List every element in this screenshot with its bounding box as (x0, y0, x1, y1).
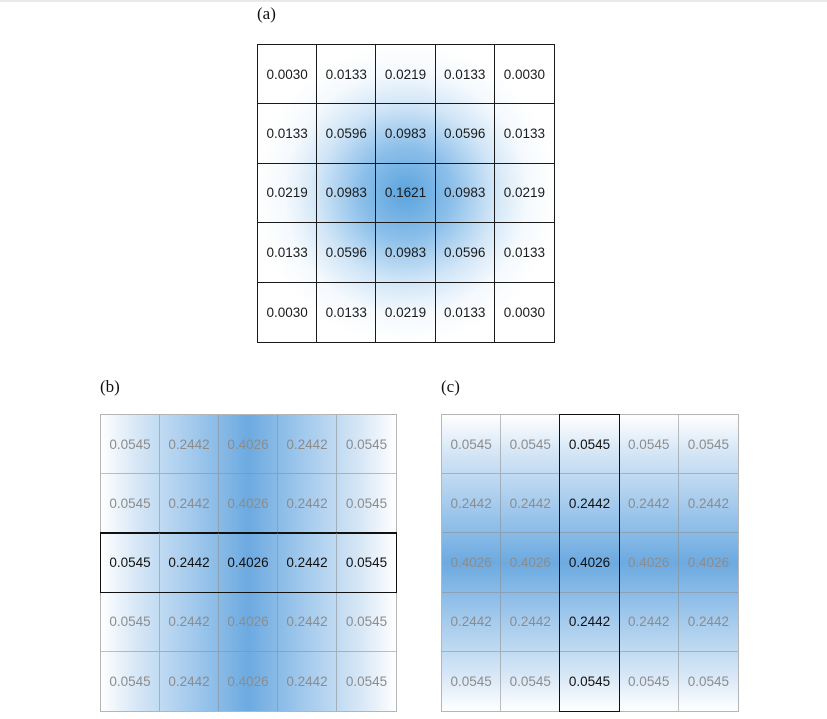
grid-cell: 0.4026 (442, 533, 502, 593)
grid-cell: 0.0545 (501, 415, 561, 475)
label-b: (b) (100, 377, 120, 396)
horizontal-kernel-grid: 0.0545 0.2442 0.4026 0.2442 0.0545 0.0545 0.24… (100, 414, 397, 712)
grid-cell: 0.0596 (317, 104, 377, 164)
grid-cell: 0.2442 (278, 415, 337, 475)
grid-cell: 0.4026 (501, 533, 561, 593)
grid-cell: 0.2442 (160, 592, 219, 652)
grid-cell: 0.0545 (101, 533, 160, 593)
grid-cell: 0.4026 (219, 592, 278, 652)
grid-cell: 0.4026 (219, 415, 278, 475)
grid-cell: 0.2442 (442, 592, 502, 652)
grid-cell: 0.2442 (442, 474, 502, 534)
grid-cell: 0.0545 (501, 651, 561, 711)
gaussian-kernel-2d: 0.0030 0.0133 0.0219 0.0133 0.0030 0.0133 0.05… (257, 44, 555, 343)
grid-cell: 0.0545 (442, 415, 502, 475)
grid-cell: 0.0545 (620, 651, 679, 711)
grid-cell: 0.0133 (494, 223, 554, 283)
grid-cell: 0.0545 (619, 415, 679, 475)
grid-cell: 0.2442 (160, 415, 219, 475)
grid-cell: 0.0219 (494, 164, 554, 224)
grid-cell: 0.0133 (436, 282, 495, 342)
grid-cell: 0.2442 (678, 593, 738, 652)
grid-cell: 0.0983 (376, 104, 436, 164)
grid-cell: 0.0983 (376, 223, 436, 283)
grid-cell: 0.2442 (501, 474, 561, 534)
grid-cell: 0.0030 (258, 45, 318, 105)
grid-cell: 0.0545 (560, 651, 620, 711)
grid-cell: 0.0133 (258, 223, 318, 283)
grid-cell: 0.2442 (278, 592, 337, 652)
grid-cell: 0.4026 (560, 533, 620, 593)
grid-cell: 0.2442 (160, 533, 219, 593)
label-a: (a) (257, 4, 276, 23)
grid-cell: 0.2442 (619, 474, 679, 534)
vertical-kernel-grid: 0.0545 0.0545 0.0545 0.0545 0.0545 0.2442 0.24… (441, 414, 739, 712)
grid-cell: 0.0030 (258, 282, 318, 342)
grid-cell: 0.0545 (678, 415, 738, 475)
grid-cell: 0.0596 (317, 223, 377, 283)
grid-cell: 0.0030 (494, 45, 554, 105)
grid-cell: 0.2442 (560, 592, 620, 652)
grid-cell: 0.0983 (435, 163, 495, 224)
grid-cell: 0.2442 (160, 474, 219, 534)
grid-cell: 0.2442 (278, 533, 337, 593)
grid-cell: 0.0545 (560, 415, 620, 475)
grid-cell: 0.4026 (619, 533, 679, 593)
grid-cell: 0.2442 (278, 474, 337, 534)
grid-cell: 0.0983 (317, 163, 377, 224)
grid-cell: 0.0219 (376, 45, 436, 105)
label-c: (c) (441, 377, 460, 396)
grid-cell: 0.0133 (317, 282, 377, 342)
grid-cell: 0.0545 (345, 673, 388, 689)
grid-cell: 0.0596 (435, 223, 495, 283)
grid-cell: 0.4026 (219, 533, 278, 593)
grid-cell: 0.0545 (337, 474, 396, 534)
grid-cell: 0.0133 (494, 104, 554, 164)
grid-cell: 0.0545 (687, 673, 730, 689)
top-divider (0, 0, 827, 2)
grid-cell: 0.0219 (376, 282, 436, 342)
grid-cell: 0.2442 (501, 592, 561, 652)
grid-cell: 0.0545 (101, 415, 160, 475)
grid-cell: 0.0545 (442, 651, 502, 711)
grid-cell: 0.0133 (435, 45, 495, 105)
grid-cell: 0.0030 (503, 304, 546, 320)
grid-cell: 0.2442 (160, 651, 219, 711)
grid-cell: 0.0545 (337, 533, 396, 593)
grid-cell: 0.2442 (278, 651, 337, 711)
grid-cell: 0.0219 (258, 163, 318, 224)
grid-cell: 0.0133 (258, 104, 318, 164)
grid-cell: 0.2442 (678, 474, 738, 534)
grid-cell: 0.0133 (317, 45, 377, 105)
grid-cell: 0.0545 (101, 651, 160, 711)
grid-cell: 0.2442 (560, 474, 620, 534)
grid-cell: 0.0545 (337, 593, 396, 652)
grid-cell: 0.4026 (219, 651, 278, 711)
grid-cell: 0.0545 (337, 415, 396, 475)
grid-cell: 0.1621 (376, 163, 436, 224)
grid-cell: 0.0545 (101, 592, 160, 652)
grid-cell: 0.4026 (219, 474, 278, 534)
grid-cell: 0.0545 (101, 474, 160, 534)
grid-cell: 0.0596 (435, 104, 495, 164)
grid-cell: 0.4026 (678, 533, 738, 593)
grid-cell: 0.2442 (619, 592, 679, 652)
